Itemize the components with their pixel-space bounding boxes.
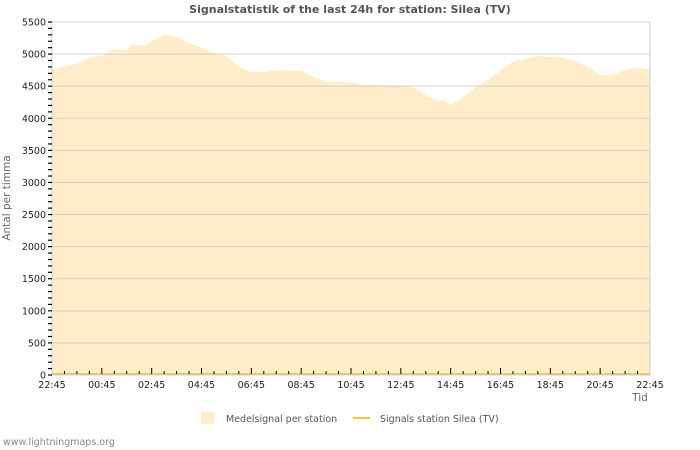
x-tick-label: 08:45 [287,380,314,391]
x-tick-label: 20:45 [586,380,613,391]
legend-item-average[interactable]: Medelsignal per station [201,412,337,425]
x-tick-label: 22:45 [636,380,663,391]
x-tick-label: 16:45 [487,380,514,391]
y-tick-label: 4500 [22,82,46,93]
area-path [52,34,650,376]
y-tick-label: 5500 [22,18,46,29]
y-axis-label: Antal per timma [1,155,13,240]
x-axis-tick-labels: 22:45 00:45 02:45 04:45 06:45 08:45 10:45 12:45… [38,380,663,391]
x-tick-label: 02:45 [138,380,165,391]
y-tick-label: 2500 [22,210,46,221]
y-tick-label: 2000 [22,242,46,253]
y-axis-tick-labels: 0 500 1000 1500 2000 2500 3000 3500 4000 4500 5000… [22,18,46,382]
y-tick-label: 500 [28,338,46,349]
x-axis-label: Tid [631,392,648,404]
x-tick-label: 12:45 [387,380,414,391]
legend-area-swatch-icon [201,412,214,424]
legend: Medelsignal per station Signals station … [201,412,499,425]
x-tick-label: 10:45 [337,380,364,391]
x-tick-label: 18:45 [537,380,564,391]
y-tick-label: 3500 [22,146,46,157]
axes [48,21,651,376]
x-tick-label: 14:45 [437,380,464,391]
x-tick-label: 06:45 [238,380,265,391]
chart-title: Signalstatistik of the last 24h for stat… [189,3,511,16]
y-tick-label: 1000 [22,306,46,317]
legend-item-station[interactable]: Signals station Silea (TV) [353,414,499,425]
average-signal-area [52,34,650,376]
legend-label-station: Signals station Silea (TV) [380,414,499,425]
grid-lines [52,21,650,344]
legend-label-average: Medelsignal per station [226,414,337,425]
y-tick-label: 1500 [22,274,46,285]
y-tick-label: 4000 [22,114,46,125]
footer-site-link[interactable]: www.lightningmaps.org [3,437,115,448]
plot-area [48,21,651,376]
y-tick-label: 0 [40,371,46,382]
x-tick-label: 00:45 [88,380,115,391]
y-tick-label: 5000 [22,50,46,61]
y-tick-label: 3000 [22,178,46,189]
x-tick-label: 04:45 [188,380,215,391]
x-tick-label: 22:45 [38,380,65,391]
